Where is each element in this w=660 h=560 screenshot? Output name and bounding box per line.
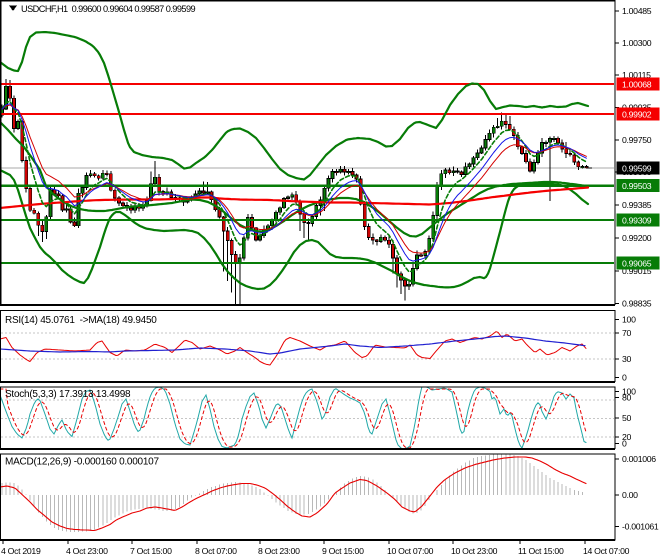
svg-text:-0.001061: -0.001061 <box>622 522 659 532</box>
svg-text:80: 80 <box>622 393 632 403</box>
svg-text:11 Oct 15:00: 11 Oct 15:00 <box>518 546 564 556</box>
svg-text:Stoch(5,3,3) 17.3913 13.4998: Stoch(5,3,3) 17.3913 13.4998 <box>5 389 131 400</box>
svg-text:8 Oct 23:00: 8 Oct 23:00 <box>258 546 300 556</box>
svg-text:1.00300: 1.00300 <box>622 38 652 48</box>
svg-text:0.99503: 0.99503 <box>622 181 652 191</box>
svg-text:0.00: 0.00 <box>622 490 638 500</box>
svg-text:100: 100 <box>622 315 636 325</box>
svg-text:4 Oct 23:00: 4 Oct 23:00 <box>66 546 108 556</box>
svg-text:0.99902: 0.99902 <box>622 110 652 120</box>
svg-text:10 Oct 07:00: 10 Oct 07:00 <box>387 546 434 556</box>
svg-text:14 Oct 07:00: 14 Oct 07:00 <box>583 546 630 556</box>
svg-text:7 Oct 15:00: 7 Oct 15:00 <box>130 546 172 556</box>
svg-text:1.00068: 1.00068 <box>622 80 652 90</box>
svg-text:0: 0 <box>622 439 627 449</box>
svg-text:USDCHF,H1 0.99600 0.99604 0.9: USDCHF,H1 0.99600 0.99604 0.99587 0.9959… <box>21 4 196 14</box>
svg-text:0.99015: 0.99015 <box>622 266 652 276</box>
svg-text:0.98835: 0.98835 <box>622 299 652 309</box>
svg-text:0.99599: 0.99599 <box>622 164 652 174</box>
svg-text:9 Oct 15:00: 9 Oct 15:00 <box>322 546 364 556</box>
svg-text:0.99385: 0.99385 <box>622 200 652 210</box>
svg-text:0.99065: 0.99065 <box>622 259 652 269</box>
svg-text:1.00485: 1.00485 <box>622 6 652 16</box>
svg-text:0.99200: 0.99200 <box>622 233 652 243</box>
svg-text:0.99309: 0.99309 <box>622 216 652 226</box>
svg-text:100: 100 <box>622 387 636 397</box>
svg-text:70: 70 <box>622 328 632 338</box>
svg-text:0.001006: 0.001006 <box>622 454 656 464</box>
svg-text:20: 20 <box>622 432 632 442</box>
svg-text:1.00115: 1.00115 <box>622 70 651 80</box>
svg-text:50: 50 <box>622 413 632 423</box>
svg-text:0.99750: 0.99750 <box>622 135 652 145</box>
svg-text:8 Oct 07:00: 8 Oct 07:00 <box>195 546 237 556</box>
svg-text:RSI(14) 45.0761 ->MA(18) 49.9: RSI(14) 45.0761 ->MA(18) 49.9450 <box>5 315 157 326</box>
svg-text:10 Oct 23:00: 10 Oct 23:00 <box>451 546 498 556</box>
svg-text:MACD(12,26,9) -0.000160 0.0001: MACD(12,26,9) -0.000160 0.000107 <box>5 457 159 468</box>
svg-text:0: 0 <box>622 373 627 383</box>
svg-text:30: 30 <box>622 354 632 364</box>
svg-text:4 Oct 2019: 4 Oct 2019 <box>1 546 41 556</box>
